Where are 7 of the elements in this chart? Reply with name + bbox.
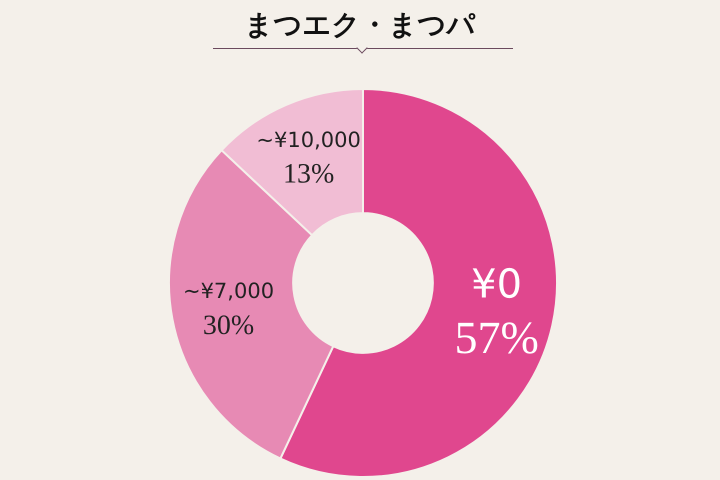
slice-label: ~¥7,000 xyxy=(182,279,274,304)
chart-title: まつエク・まつパ xyxy=(244,7,476,43)
data-label: 13% xyxy=(282,158,334,190)
data-label: 57% xyxy=(454,312,539,363)
data-label: 30% xyxy=(202,310,254,342)
slice-label: ¥0 xyxy=(471,261,522,308)
slice-label: ~¥10,000 xyxy=(256,128,361,152)
